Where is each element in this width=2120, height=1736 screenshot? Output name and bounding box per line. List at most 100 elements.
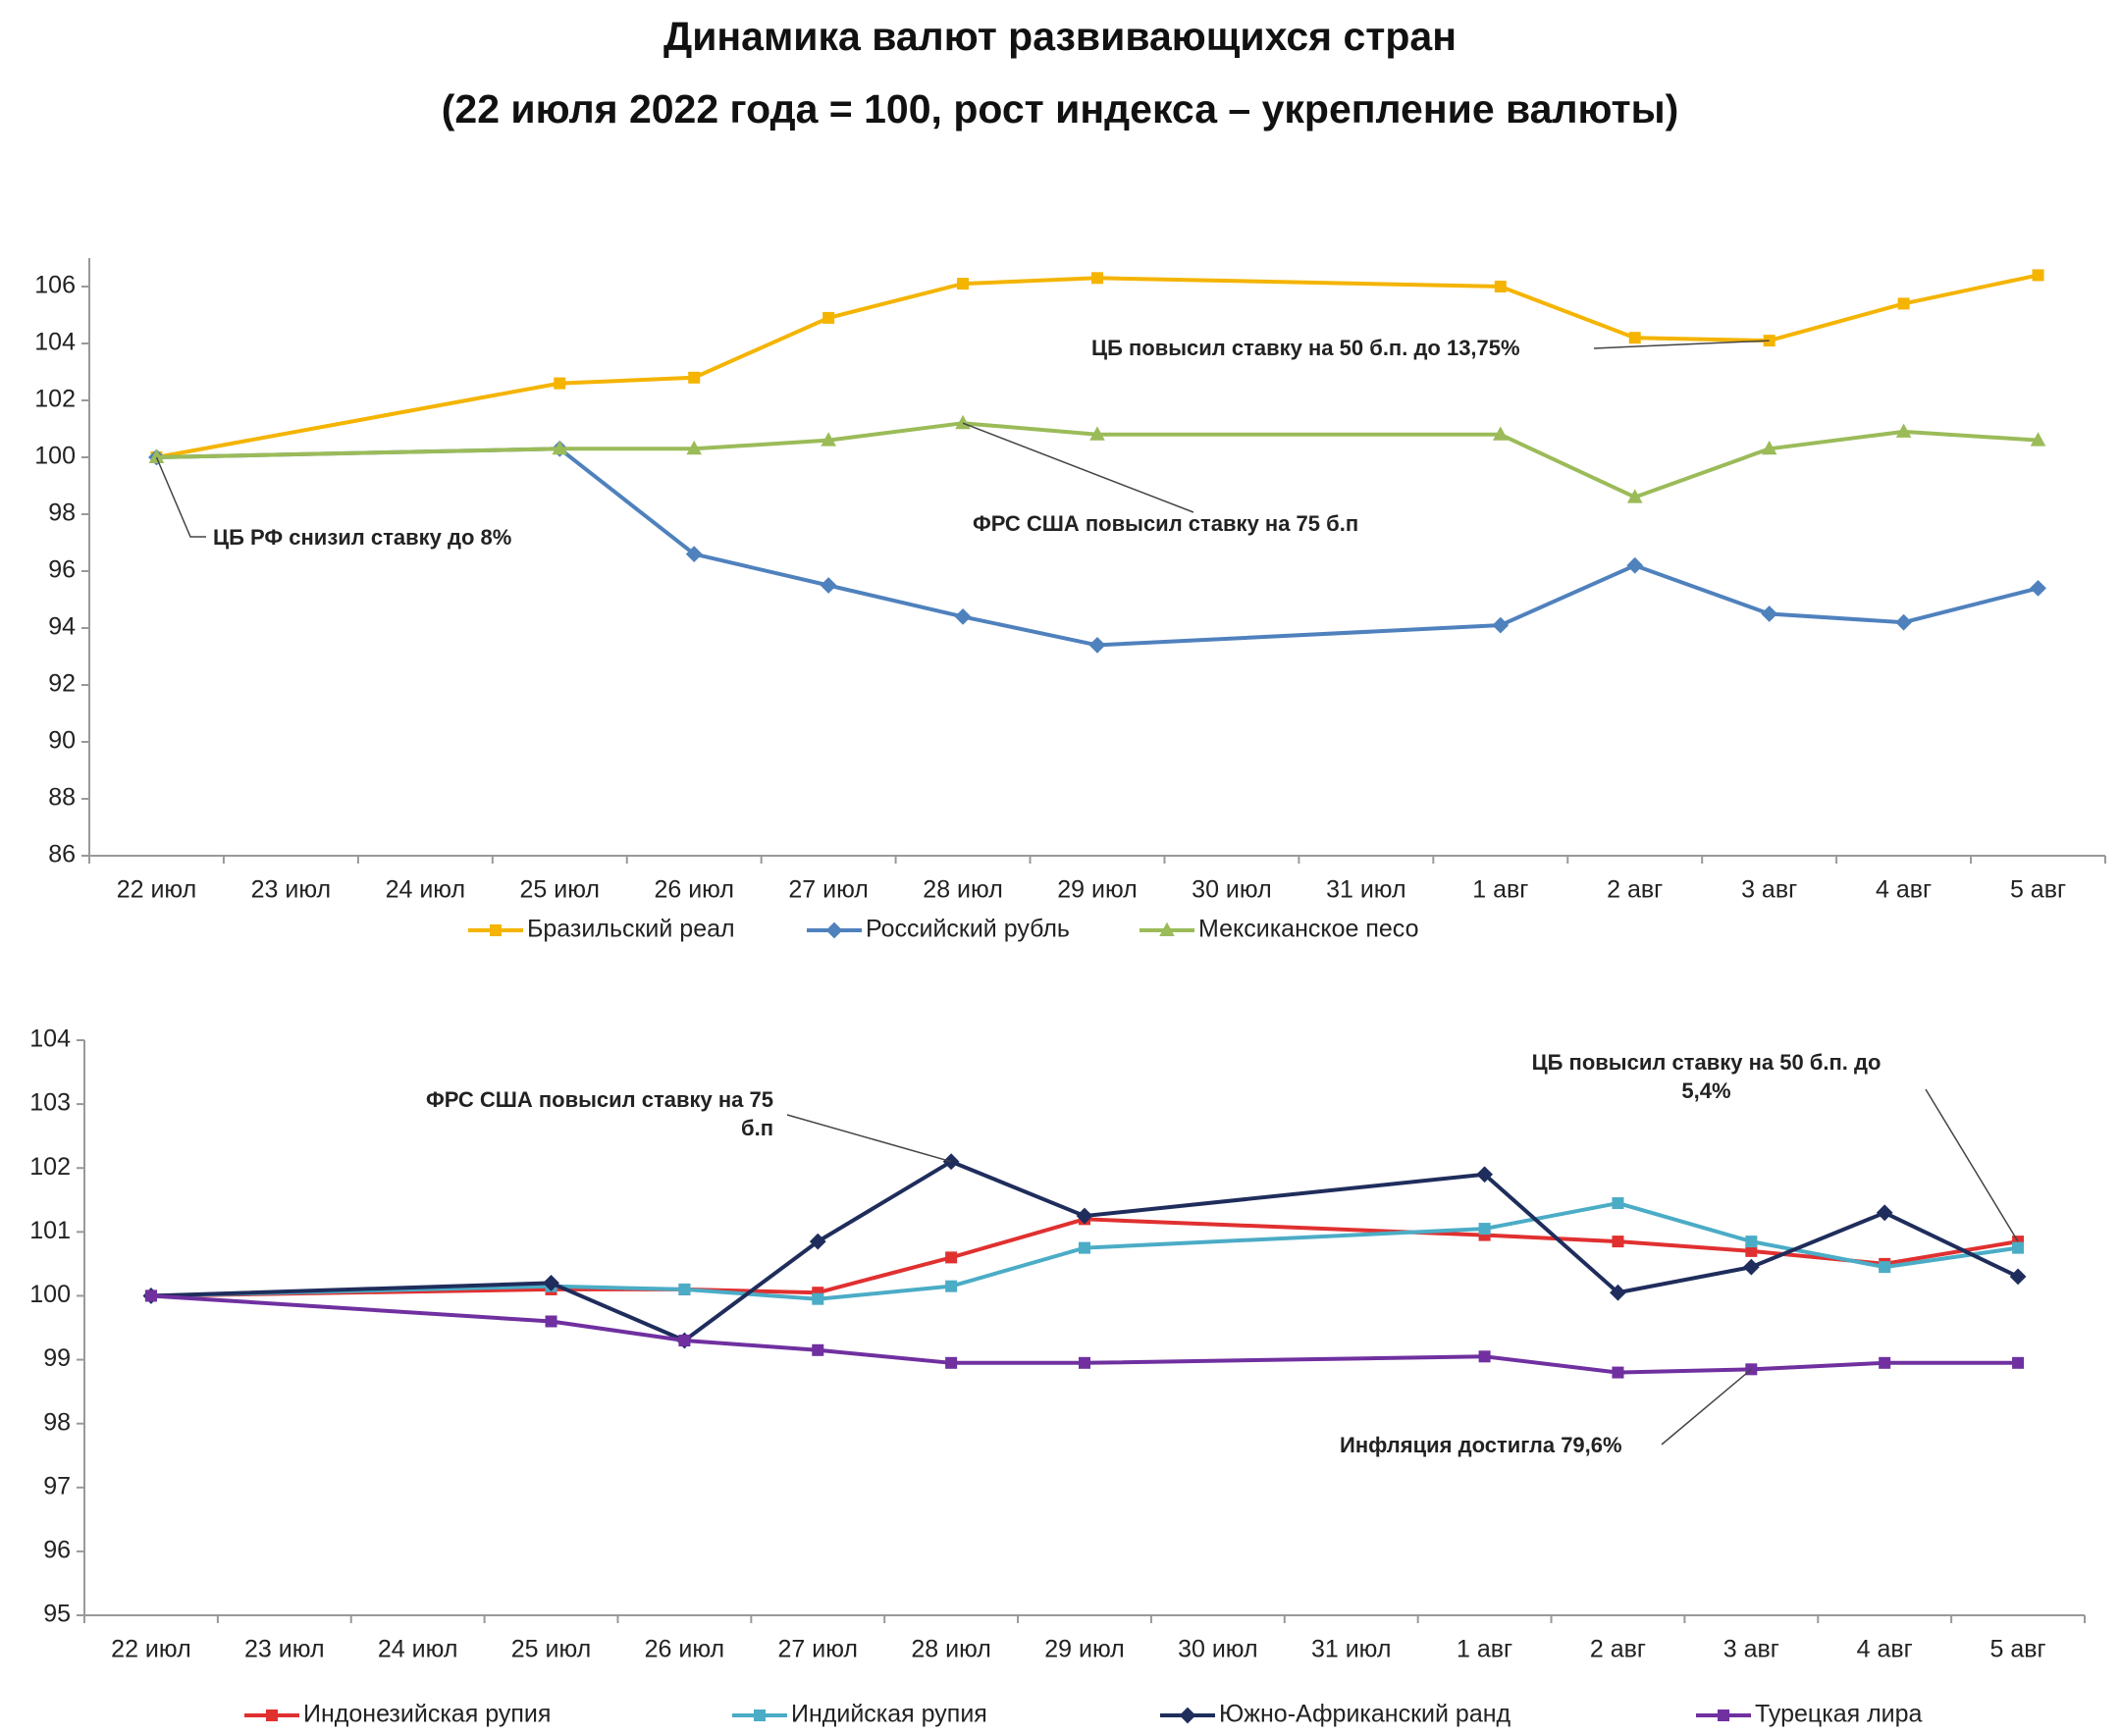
x-tick-label: 27 июл (788, 876, 869, 904)
marker (955, 414, 971, 430)
line-segment (1901, 273, 2040, 306)
line-segment (148, 1293, 554, 1324)
marker (1745, 1236, 1758, 1248)
marker (825, 921, 843, 939)
marker (1494, 281, 1507, 292)
line-segment (557, 447, 697, 556)
legend-label: Турецкая лира (1755, 1701, 1923, 1728)
marker (1492, 616, 1510, 634)
marker (545, 1315, 557, 1328)
line-segment (1882, 1245, 2021, 1270)
marker (1628, 332, 1641, 344)
x-tick-label: 2 авг (1590, 1636, 1646, 1663)
line-segment (1482, 1354, 1620, 1375)
y-tick-label: 98 (48, 500, 76, 527)
line-segment (961, 276, 1099, 287)
line-segment (1616, 1201, 1754, 1244)
x-tick-label: 2 авг (1607, 876, 1663, 904)
y-tick-label: 97 (43, 1472, 71, 1499)
legend-label: Индонезийская рупия (303, 1701, 551, 1728)
marker (543, 1275, 559, 1291)
line-segment (1767, 611, 1906, 625)
line-segment (148, 1281, 554, 1298)
y-tick-label: 88 (48, 784, 76, 812)
x-tick-label: 22 июл (117, 876, 197, 904)
line-segment (692, 315, 831, 380)
marker (1091, 272, 1103, 285)
marker (1626, 489, 1643, 503)
marker (820, 577, 837, 594)
annotation: ЦБ повысил ставку на 50 б.п. до 13,75% (1091, 336, 1520, 360)
marker (821, 432, 836, 447)
marker (1610, 1284, 1626, 1301)
y-tick-label: 90 (48, 727, 76, 755)
line-segment (1616, 1239, 1754, 1253)
line-segment (1901, 429, 2040, 443)
x-tick-label: 31 июл (1326, 876, 1406, 904)
marker (686, 440, 702, 455)
marker (1612, 1236, 1624, 1248)
marker (1742, 1258, 1760, 1276)
line-segment (557, 375, 697, 386)
marker (552, 440, 568, 455)
line-segment (549, 1319, 687, 1343)
y-tick-label: 99 (43, 1344, 71, 1372)
line-segment (692, 552, 831, 588)
line-segment (1083, 1172, 1487, 1219)
y-tick-label: 100 (29, 1281, 71, 1308)
x-tick-label: 23 июл (244, 1636, 325, 1663)
x-tick-label: 28 июл (923, 876, 1003, 904)
y-tick-label: 94 (48, 613, 76, 641)
line-segment (949, 1245, 1086, 1289)
y-tick-label: 92 (48, 670, 76, 698)
annotation: ФРС США повысил ставку на 75 б.п (973, 511, 1359, 536)
marker (822, 311, 835, 324)
marker (2030, 580, 2046, 597)
marker (678, 1283, 691, 1295)
marker (678, 1335, 691, 1347)
line-segment (826, 282, 966, 320)
annotation: ЦБ повысил ставку на 50 б.п. до 5,4% (1531, 1050, 1882, 1103)
x-tick-label: 26 июл (645, 1636, 725, 1663)
marker (1895, 613, 1912, 631)
marker (1478, 1350, 1491, 1363)
y-tick-label: 101 (29, 1217, 71, 1244)
x-tick-label: 23 июл (251, 876, 332, 904)
marker (685, 546, 703, 562)
line-segment (1482, 1233, 1620, 1244)
marker (1626, 556, 1644, 574)
line-segment (682, 1287, 821, 1301)
x-tick-label: 30 июл (1192, 876, 1272, 904)
marker (554, 377, 566, 390)
x-tick-label: 5 авг (1989, 1636, 2045, 1663)
marker (1612, 1366, 1624, 1379)
y-tick-label: 96 (48, 556, 76, 584)
line-segment (1095, 623, 1503, 648)
annotation-leader (155, 456, 206, 538)
marker (1895, 423, 1912, 438)
line-segment (682, 1239, 821, 1343)
x-tick-label: 27 июл (778, 1636, 859, 1663)
legend-label: Мексиканское песо (1198, 916, 1419, 943)
x-tick-label: 24 июл (378, 1636, 458, 1663)
line-segment (692, 438, 831, 451)
marker (2012, 1241, 2025, 1254)
marker (1612, 1197, 1624, 1210)
marker (2009, 1268, 2027, 1286)
y-tick-label: 95 (43, 1601, 71, 1628)
line-segment (1901, 586, 2040, 625)
line-segment (1749, 1360, 1887, 1372)
marker (1876, 1204, 1893, 1222)
line-segment (1749, 1239, 1887, 1270)
line-segment (1095, 276, 1503, 289)
line-segment (1632, 563, 1772, 616)
marker (1159, 921, 1175, 936)
marker (1897, 297, 1910, 310)
line-segment (549, 1284, 687, 1291)
line-segment (154, 381, 562, 459)
line-segment (1083, 1227, 1487, 1250)
line-segment (1632, 447, 1772, 500)
x-tick-label: 29 июл (1044, 1636, 1125, 1663)
